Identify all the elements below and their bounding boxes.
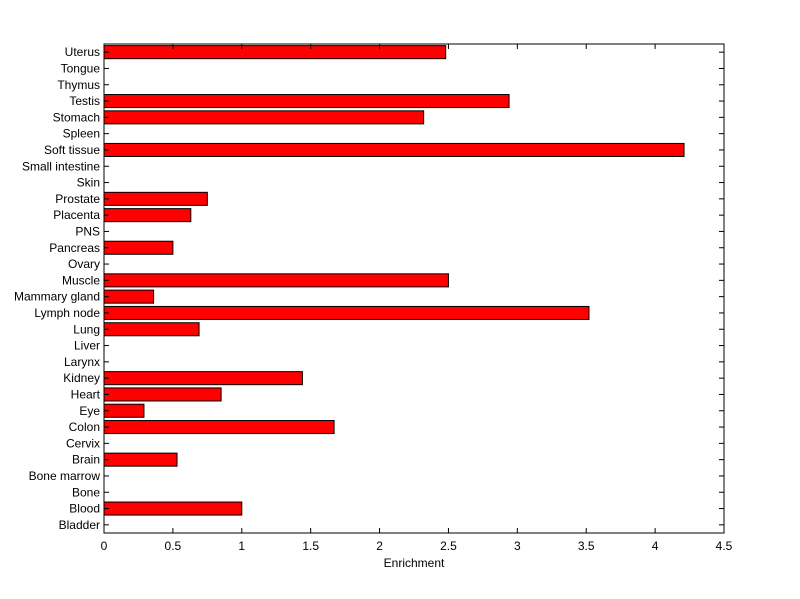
bar-lung [103, 322, 200, 337]
y-tick-label: Eye [79, 404, 100, 418]
bar-kidney [103, 371, 303, 386]
y-tick-label: Tongue [61, 61, 101, 75]
x-tick-label: 1 [238, 539, 245, 553]
y-tick-label: Small intestine [22, 159, 100, 173]
bar-mammary-gland [103, 289, 155, 304]
y-tick-label: Muscle [62, 273, 100, 287]
y-tick-label: Soft tissue [44, 143, 100, 157]
y-tick-label: Uterus [65, 45, 100, 59]
bar-muscle [103, 273, 449, 288]
bar-brain [103, 452, 178, 467]
x-tick-label: 2.5 [440, 539, 457, 553]
y-tick-label: Heart [71, 387, 101, 401]
y-tick-label: Testis [69, 94, 100, 108]
y-tick-label: Lymph node [34, 306, 100, 320]
y-tick-label: Stomach [53, 110, 100, 124]
y-tick-label: Bone [72, 485, 100, 499]
bar-prostate [103, 191, 208, 206]
y-tick-label: Prostate [55, 192, 100, 206]
y-tick-label: Blood [69, 502, 100, 516]
y-tick-label: Brain [72, 453, 100, 467]
x-axis-label: Enrichment [384, 556, 445, 570]
x-tick-label: 3 [514, 539, 521, 553]
y-tick-label: Mammary gland [14, 290, 100, 304]
bar-lymph-node [103, 305, 590, 320]
y-tick-label: Liver [74, 339, 100, 353]
bar-uterus [103, 45, 447, 60]
bar-pancreas [103, 240, 174, 255]
y-tick-label: Ovary [68, 257, 100, 271]
bar-heart [103, 387, 222, 402]
y-tick-label: Skin [77, 176, 100, 190]
y-tick-label: Thymus [57, 78, 100, 92]
y-tick-label: Colon [69, 420, 100, 434]
x-tick-label: 4.5 [716, 539, 733, 553]
y-tick-label: PNS [75, 224, 100, 238]
y-tick-label: Larynx [64, 355, 100, 369]
x-tick-label: 1.5 [302, 539, 319, 553]
bar-colon [103, 420, 335, 435]
y-tick-label: Bladder [59, 518, 100, 532]
ticks-layer: Uterus Tongue Thymus Testis Stomach Spleen Sof… [14, 44, 733, 553]
y-tick-label: Pancreas [49, 241, 100, 255]
plot-area-frame [103, 43, 725, 534]
y-tick-label: Kidney [63, 371, 100, 385]
x-tick-label: 0.5 [165, 539, 182, 553]
y-tick-label: Lung [73, 322, 100, 336]
x-tick-label: 2 [376, 539, 383, 553]
y-tick-label: Spleen [63, 127, 100, 141]
bar-blood [103, 501, 243, 516]
bar-stomach [103, 110, 425, 125]
y-tick-label: Bone marrow [29, 469, 101, 483]
bar-soft-tissue [103, 142, 685, 157]
x-tick-label: 4 [652, 539, 659, 553]
bar-testis [103, 94, 510, 109]
bar-placenta [103, 208, 192, 223]
y-tick-label: Placenta [53, 208, 100, 222]
y-tick-label: Cervix [66, 436, 100, 450]
bar-eye [103, 403, 145, 418]
x-tick-label: 3.5 [578, 539, 595, 553]
x-tick-label: 0 [101, 539, 108, 553]
